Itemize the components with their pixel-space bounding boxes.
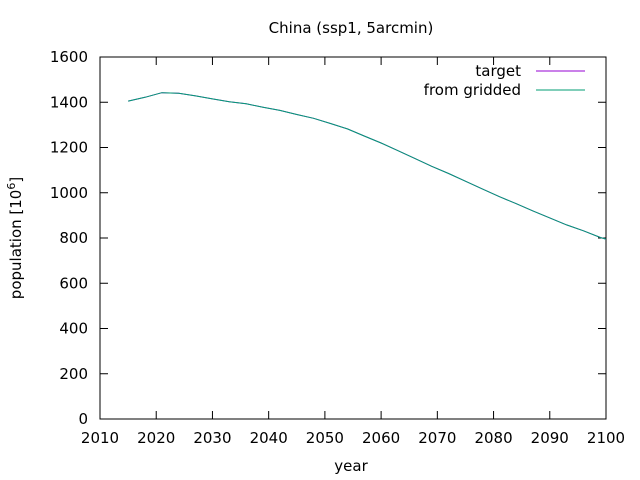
y-tick-label: 1600	[50, 48, 88, 66]
x-tick-label: 2040	[250, 429, 288, 447]
y-axis-label-exponent: 6	[5, 183, 18, 190]
x-tick-label: 2070	[418, 429, 456, 447]
x-tick-label: 2060	[362, 429, 400, 447]
x-tick-label: 2080	[474, 429, 512, 447]
y-tick-label: 1400	[50, 93, 88, 111]
x-tick-label: 2010	[81, 429, 119, 447]
y-tick-label: 800	[59, 229, 88, 247]
y-tick-label: 1200	[50, 139, 88, 157]
plot-frame	[99, 56, 607, 420]
x-tick-label: 2100	[587, 429, 625, 447]
series-line-1	[127, 92, 607, 240]
axis-ticks	[99, 56, 607, 420]
y-axis-label: population [106]	[5, 177, 25, 299]
y-tick-label: 400	[59, 320, 88, 338]
x-tick-label: 2030	[193, 429, 231, 447]
y-tick-label: 600	[59, 274, 88, 292]
series-line-2	[127, 92, 607, 240]
y-tick-label: 200	[59, 365, 88, 383]
y-axis-label-main: population [10	[7, 190, 25, 300]
x-tick-label: 2050	[306, 429, 344, 447]
legend-label-1: target	[475, 62, 521, 80]
y-axis-label-close: ]	[7, 177, 25, 183]
y-tick-label: 1000	[50, 184, 88, 202]
chart-title: China (ssp1, 5arcmin)	[269, 19, 434, 37]
x-tick-label: 2090	[531, 429, 569, 447]
series-lines	[127, 92, 607, 240]
y-tick-label: 0	[78, 410, 88, 428]
x-axis-label: year	[334, 457, 368, 475]
legend-label-2: from gridded	[424, 81, 521, 99]
axis-tick-labels: 2010 2020 2030 2040 2050 2060 2070 2080 2090 2100…	[50, 48, 625, 447]
x-tick-label: 2020	[137, 429, 175, 447]
